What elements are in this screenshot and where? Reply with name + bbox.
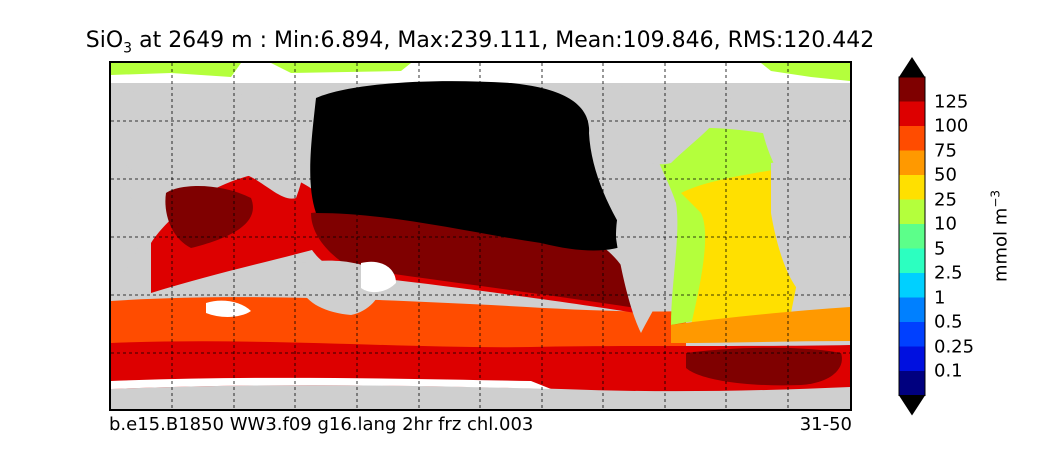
title-species: SiO [85, 28, 124, 53]
colorbar-tick-label: 0.5 [934, 311, 963, 333]
colorbar-segment [899, 150, 925, 176]
indian-ocean-north-maroon [165, 186, 253, 248]
colorbar-tick-label: 25 [934, 189, 957, 210]
arctic-patch-west [111, 63, 241, 77]
colorbar-extend-max [899, 57, 925, 77]
colorbar-tick-label: 75 [934, 140, 957, 161]
ocean-map [109, 61, 852, 411]
units-base: mmol m [990, 207, 1012, 283]
colorbar-segment [899, 273, 925, 298]
colorbar-tick-label: 0.25 [934, 336, 975, 357]
antarctica [111, 385, 850, 409]
colorbar-segment [899, 248, 925, 274]
colorbar-outline [898, 76, 926, 396]
colorbar-tick-label: 1 [934, 287, 946, 308]
colorbar-tick-label: 100 [934, 115, 969, 137]
units-exponent: −3 [988, 189, 1003, 208]
colorbar-units-label: mmol m−3 [989, 190, 1012, 282]
plot-title: SiO3 at 2649 m : Min:6.894, Max:239.111,… [0, 28, 960, 56]
years-label: 31-50 [799, 414, 852, 435]
colorbar-segment [899, 346, 925, 372]
north-america [607, 85, 731, 165]
missing-data-patch [206, 300, 251, 317]
missing-data-antarctic-margin [111, 377, 551, 389]
north-pacific-nodata [310, 81, 631, 251]
colorbar-segment [899, 322, 925, 347]
colorbar-segment [899, 297, 925, 323]
colorbar-tick-label: 50 [934, 164, 957, 186]
colorbar-tick-label: 0.1 [934, 360, 963, 382]
arctic-patch-central [271, 63, 411, 73]
colorbar-segment [899, 126, 925, 151]
colorbar-tick-label: 2.5 [934, 262, 963, 284]
south-atlantic-orange [671, 307, 850, 343]
south-america [616, 193, 676, 333]
colorbar-segment [899, 77, 925, 102]
colorbar-tick-label: 125 [934, 91, 969, 112]
colorbar-tick-label: 10 [934, 213, 957, 235]
colorbar [898, 57, 926, 416]
colorbar-segment [899, 224, 925, 249]
colorbar-segments [898, 57, 926, 416]
missing-data-patch [361, 261, 396, 293]
weddell-maroon [686, 347, 842, 386]
title-species-subscript: 3 [123, 40, 133, 57]
map-gridlines [111, 63, 850, 409]
colorbar-segment [899, 175, 925, 200]
title-stats: at 2649 m : Min:6.894, Max:239.111, Mean… [132, 28, 875, 53]
africa-west [771, 162, 841, 293]
colorbar-extend-min [899, 395, 925, 416]
africa-east-edge [111, 183, 141, 283]
colorbar-tick-label: 5 [934, 238, 946, 259]
colorbar-segment [899, 371, 925, 396]
eurasia-west [111, 91, 311, 199]
colorbar-segment [899, 199, 925, 225]
map-canvas [111, 63, 850, 409]
colorbar-segment [899, 101, 925, 127]
case-name-label: b.e15.B1850 WW3.f09 g16.lang 2hr frz chl… [109, 414, 534, 435]
arctic-patch-east [761, 63, 850, 81]
